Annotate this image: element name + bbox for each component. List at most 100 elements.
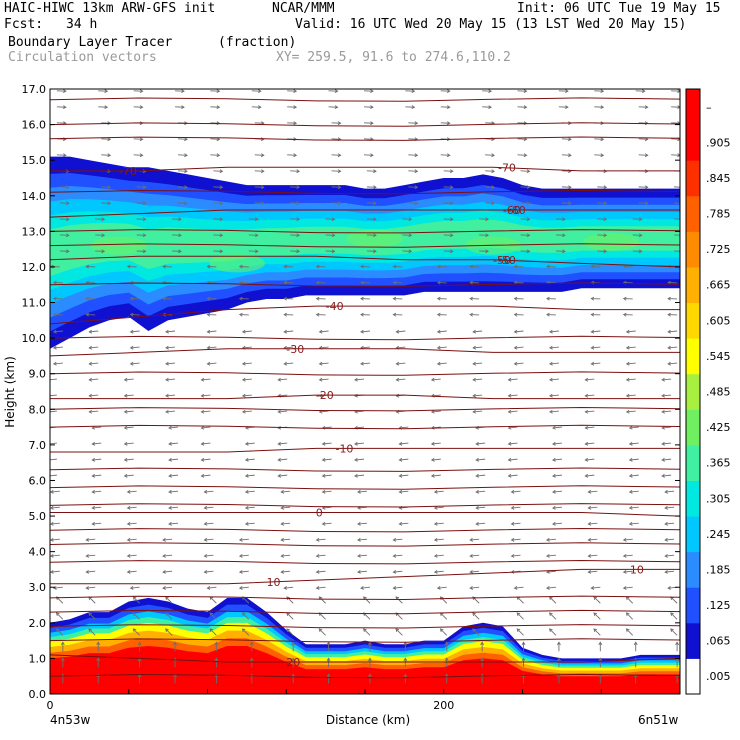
wind-vector xyxy=(670,628,678,636)
wind-vector-head xyxy=(392,537,397,542)
wind-vector xyxy=(546,586,556,589)
wind-vector-head xyxy=(321,441,326,446)
wind-vector xyxy=(242,346,252,349)
wind-vector-head xyxy=(638,249,643,254)
wind-vector xyxy=(552,522,562,525)
temperature-contour xyxy=(50,394,680,400)
wind-vector-head xyxy=(521,657,526,662)
wind-vector-head xyxy=(91,457,96,462)
wind-vector-head xyxy=(337,185,342,190)
wind-vector-head xyxy=(622,296,627,301)
wind-vector-head xyxy=(254,217,259,222)
wind-vector-head xyxy=(565,89,569,94)
wind-vector-head xyxy=(178,217,182,222)
wind-vector xyxy=(204,522,214,525)
temperature-contour xyxy=(50,122,680,127)
wind-vector-head xyxy=(126,553,131,558)
wind-vector-head xyxy=(469,553,474,558)
wind-vector xyxy=(127,490,137,493)
wind-vector xyxy=(395,628,403,636)
colorbar-label: .545 xyxy=(706,350,731,363)
wind-vector-head xyxy=(318,628,323,632)
wind-vector-head xyxy=(65,185,70,190)
wind-vector-head xyxy=(680,234,683,237)
wind-vector-head xyxy=(88,377,93,382)
wind-vector xyxy=(162,586,173,589)
colorbar-swatch xyxy=(686,160,700,197)
colorbar-label: .305 xyxy=(706,492,731,505)
wind-vector-head xyxy=(546,537,550,542)
wind-vector xyxy=(591,586,601,589)
wind-vector-head xyxy=(587,537,592,542)
wind-vector-head xyxy=(593,628,598,632)
temperature-contour-label: -60 xyxy=(508,204,526,217)
wind-vector xyxy=(168,442,179,445)
wind-vector-head xyxy=(449,217,454,222)
wind-vector xyxy=(626,410,636,413)
wind-vector xyxy=(472,628,480,636)
wind-vector-head xyxy=(368,657,372,662)
wind-vector xyxy=(665,490,675,493)
wind-vector xyxy=(322,474,332,477)
wind-vector-head xyxy=(433,537,438,542)
wind-vector-head xyxy=(65,217,70,222)
wind-vector-head xyxy=(107,185,112,190)
wind-vector-head xyxy=(165,409,169,414)
wind-vector xyxy=(399,442,409,445)
wind-vector xyxy=(89,378,99,381)
wind-vector-head xyxy=(360,296,364,301)
wind-vector-head xyxy=(667,585,671,590)
wind-vector xyxy=(670,596,678,604)
colorbar-swatch xyxy=(686,124,700,161)
wind-vector xyxy=(399,490,409,493)
temperature-contour-label: -60 xyxy=(503,204,521,217)
wind-vector-head xyxy=(360,264,364,269)
wind-vector-head xyxy=(513,361,518,366)
wind-vector-head xyxy=(491,201,496,206)
wind-vector-head xyxy=(65,201,70,206)
temperature-contour xyxy=(50,189,680,195)
wind-vector xyxy=(50,554,60,557)
wind-vector xyxy=(245,522,255,525)
wind-vector-head xyxy=(283,585,288,590)
wind-vector-head xyxy=(206,329,211,334)
wind-vector xyxy=(165,394,176,397)
wind-vector-head xyxy=(590,329,595,334)
wind-vector xyxy=(623,586,633,589)
wind-vector-head xyxy=(513,585,518,590)
wind-vector xyxy=(516,612,524,620)
wind-vector xyxy=(322,490,332,493)
wind-vector-head xyxy=(200,441,205,446)
wind-vector xyxy=(88,596,96,604)
wind-vector-head xyxy=(507,393,512,398)
wind-vector-head xyxy=(126,489,131,494)
wind-vector xyxy=(165,362,176,365)
wind-vector xyxy=(511,538,521,541)
wind-vector xyxy=(623,538,633,541)
colorbar-swatch xyxy=(686,444,700,481)
wind-vector-head xyxy=(173,673,177,678)
y-tick-label: 3.0 xyxy=(29,581,47,594)
wind-vector xyxy=(470,554,480,557)
colorbar-label: – xyxy=(706,101,712,114)
wind-vector-head xyxy=(661,409,665,414)
wind-vector-head xyxy=(526,201,531,206)
wind-vector xyxy=(393,554,403,557)
wind-vector xyxy=(88,628,96,636)
wind-vector-head xyxy=(513,296,518,301)
wind-vector-head xyxy=(392,296,397,301)
wind-vector-head xyxy=(414,121,419,126)
wind-vector xyxy=(286,628,294,636)
colorbar-swatch xyxy=(686,338,700,375)
wind-vector-head xyxy=(123,393,128,398)
wind-vector xyxy=(286,612,294,620)
wind-vector-head xyxy=(469,312,473,317)
wind-vector xyxy=(165,410,176,413)
wind-vector xyxy=(242,330,252,333)
wind-vector-head xyxy=(238,537,243,542)
wind-vector xyxy=(552,458,562,461)
wind-vector xyxy=(165,378,176,381)
wind-vector xyxy=(319,410,329,413)
wind-vector-head xyxy=(142,185,147,190)
wind-vector xyxy=(511,522,521,525)
